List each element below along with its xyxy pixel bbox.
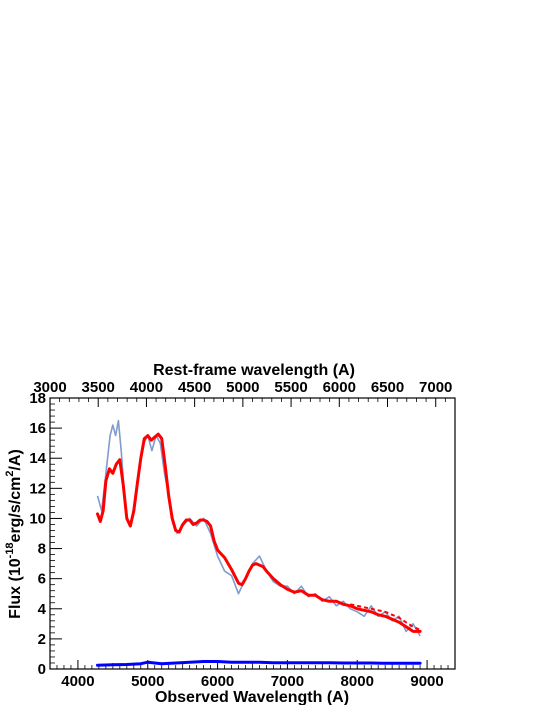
x-axis-title: Observed Wavelength (A) (155, 689, 349, 705)
series-error-line (96, 660, 422, 667)
y-axis-title-mid: erg/s/cm (7, 477, 24, 543)
top-tick-label: 4000 (130, 379, 163, 396)
top-tick-label: 4500 (178, 379, 211, 396)
y-tick-label: 16 (29, 420, 46, 437)
top-axis-title: Rest-frame wavelength (A) (153, 362, 355, 379)
top-tick-label: 3500 (82, 379, 115, 396)
top-tick-label: 3000 (33, 379, 66, 396)
left-axis-ticks: 0 2 4 6 8 10 12 14 16 18 (29, 390, 62, 678)
top-tick-label: 7000 (419, 379, 452, 396)
top-axis-ticks: 3000 3500 4000 4500 5000 5500 6000 6500 7000 (33, 379, 456, 407)
y-axis-title-prefix: Flux (10 (7, 558, 24, 619)
y-axis-title-exp: -18 (4, 542, 16, 558)
y-tick-label: 0 (38, 661, 46, 678)
x-tick-label: 8000 (341, 673, 374, 690)
plot-frame (49, 397, 456, 670)
y-tick-label: 4 (38, 601, 47, 618)
bottom-axis-ticks: 4000 5000 6000 7000 8000 9000 (56, 660, 449, 690)
y-tick-label: 14 (29, 450, 46, 467)
y-tick-label: 12 (29, 480, 46, 497)
y-tick-label: 10 (29, 510, 46, 527)
series-observed-line (96, 419, 421, 637)
top-tick-label: 6000 (323, 379, 356, 396)
series-model-dashed-line (350, 603, 421, 631)
y-tick-label: 6 (38, 571, 46, 588)
x-tick-label: 5000 (131, 673, 164, 690)
y-tick-label: 18 (29, 390, 46, 407)
y-tick-label: 2 (38, 631, 46, 648)
y-axis-title: Flux (10-18erg/s/cm2/A) (4, 449, 24, 619)
top-tick-label: 6500 (371, 379, 404, 396)
y-tick-label: 8 (38, 541, 46, 558)
x-tick-label: 4000 (61, 673, 94, 690)
top-tick-label: 5000 (226, 379, 259, 396)
series-layer (96, 419, 422, 667)
top-tick-label: 5500 (274, 379, 307, 396)
x-tick-label: 6000 (201, 673, 234, 690)
series-model-line (96, 432, 422, 633)
y-axis-title-exp2: 2 (4, 471, 16, 477)
x-tick-label: 7000 (271, 673, 304, 690)
y-axis-title-suffix: /A) (7, 449, 24, 470)
x-tick-label: 9000 (410, 673, 443, 690)
